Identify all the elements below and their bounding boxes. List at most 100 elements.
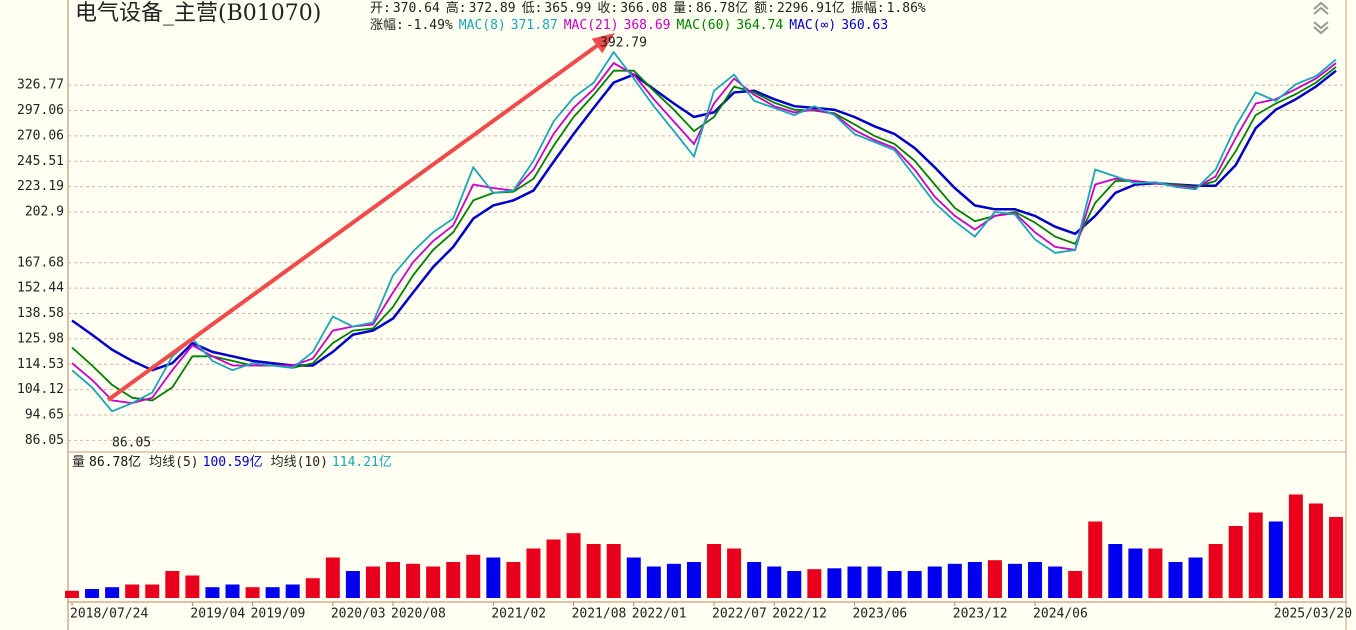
x-tick-label: 2019/04	[190, 607, 245, 622]
volume-bar	[967, 562, 982, 598]
quote-value: 1.86%	[887, 1, 926, 16]
quote-label: 额:	[754, 1, 775, 16]
volume-bar	[1329, 517, 1343, 598]
quote-value: 2296.91亿	[777, 1, 845, 16]
y-tick-label: 104.12	[17, 382, 64, 397]
legend-value: 360.63	[841, 18, 888, 33]
volume-bar	[1148, 548, 1163, 598]
volume-bar	[626, 557, 641, 598]
y-tick-label: 297.06	[17, 103, 64, 118]
volume-info-label: 量	[72, 455, 85, 470]
y-tick-label: 152.44	[17, 281, 64, 296]
trend-arrow	[106, 43, 600, 402]
quote-value: 86.78亿	[696, 1, 748, 16]
volume-bar	[185, 575, 200, 598]
x-tick-label: 2022/07	[712, 607, 767, 622]
scroll-down-icon[interactable]	[1313, 21, 1329, 30]
x-tick-label: 2023/12	[953, 607, 1008, 622]
chart-title: 电气设备_主营(B01070)	[75, 1, 321, 26]
legend-name: MAC(∞)	[789, 18, 836, 33]
volume-bar	[265, 587, 280, 598]
volume-info-value: 86.78亿	[89, 455, 141, 470]
volume-bar	[546, 539, 561, 598]
quote-label: 开:	[370, 1, 391, 16]
change-label: 涨幅:	[370, 18, 404, 33]
volume-bar	[506, 562, 521, 598]
trend-arrow-head	[591, 33, 615, 54]
volume-bar	[426, 566, 441, 598]
x-tick-label: 2024/06	[1033, 607, 1088, 622]
volume-bar	[446, 562, 461, 598]
volume-bar	[747, 562, 762, 598]
quote-label: 量:	[673, 1, 694, 16]
volume-bar	[1048, 566, 1063, 598]
volume-bar	[566, 533, 581, 598]
volume-bar	[666, 563, 681, 598]
volume-bar	[646, 566, 661, 598]
volume-bar	[827, 568, 842, 598]
volume-bar	[1007, 563, 1022, 598]
volume-bar	[1128, 548, 1143, 598]
change-value: -1.49%	[406, 18, 453, 33]
scroll-up-icon[interactable]	[1313, 1, 1329, 10]
peak-annotation: 392.79	[600, 36, 647, 51]
legend-name: MAC(60)	[677, 18, 732, 33]
legend-value: 368.69	[624, 18, 671, 33]
ma-line	[71, 50, 1337, 413]
volume-info-value: 114.21亿	[332, 455, 392, 470]
volume-bar	[1208, 544, 1223, 598]
volume-bar	[1188, 557, 1203, 598]
volume-bar	[1288, 494, 1303, 598]
x-tick-label: 2021/02	[491, 607, 546, 622]
volume-bar	[927, 566, 942, 598]
y-tick-label: 138.58	[17, 306, 64, 321]
quote-label: 高:	[446, 0, 467, 16]
volume-bar	[365, 566, 380, 598]
volume-bar	[1028, 562, 1043, 598]
volume-bar	[807, 569, 822, 598]
volume-bar	[345, 571, 360, 598]
y-tick-label: 125.98	[17, 331, 64, 346]
y-tick-label: 245.51	[17, 154, 64, 169]
volume-bar	[65, 590, 79, 598]
volume-info-label: 均线(10)	[271, 455, 328, 470]
volume-bar	[225, 584, 240, 598]
scroll-down-icon[interactable]	[1313, 26, 1329, 35]
y-tick-label: 86.05	[25, 433, 64, 448]
volume-bar	[165, 571, 180, 598]
volume-bar	[526, 548, 541, 598]
volume-bar	[606, 544, 621, 598]
volume-bar	[1168, 562, 1183, 598]
volume-bar	[205, 587, 220, 598]
volume-bar	[85, 589, 100, 598]
y-tick-label: 94.65	[25, 408, 64, 423]
volume-bar	[1088, 521, 1103, 598]
volume-info-label: 均线(5)	[149, 455, 198, 470]
y-tick-label: 326.77	[17, 78, 64, 93]
volume-bar	[486, 557, 501, 598]
x-tick-label: 2025/03/20	[1274, 607, 1352, 622]
low-annotation: 86.05	[112, 436, 151, 451]
volume-bar	[406, 563, 421, 598]
scroll-up-icon[interactable]	[1313, 6, 1329, 15]
x-tick-label: 2018/07/24	[70, 607, 148, 622]
volume-bar	[285, 584, 300, 598]
volume-bar	[1108, 544, 1123, 598]
volume-bar	[867, 566, 882, 598]
y-tick-label: 270.06	[17, 128, 64, 143]
volume-bar	[125, 584, 140, 598]
quote-label: 振幅:	[851, 1, 885, 16]
ma-line	[71, 69, 1337, 372]
volume-bar	[947, 563, 962, 598]
volume-bar	[787, 571, 802, 598]
volume-bar	[305, 578, 320, 598]
x-tick-label: 2023/06	[852, 607, 907, 622]
x-tick-label: 2022/12	[772, 607, 827, 622]
volume-bar	[1068, 571, 1083, 598]
marks: 86.05 94.65 104.12 114.53 125.98 138.58 152.44…	[17, 50, 1352, 622]
volume-bar	[1268, 521, 1283, 598]
volume-info-value: 100.59亿	[203, 455, 263, 470]
volume-bar	[707, 544, 722, 598]
volume-bar	[1248, 512, 1263, 598]
